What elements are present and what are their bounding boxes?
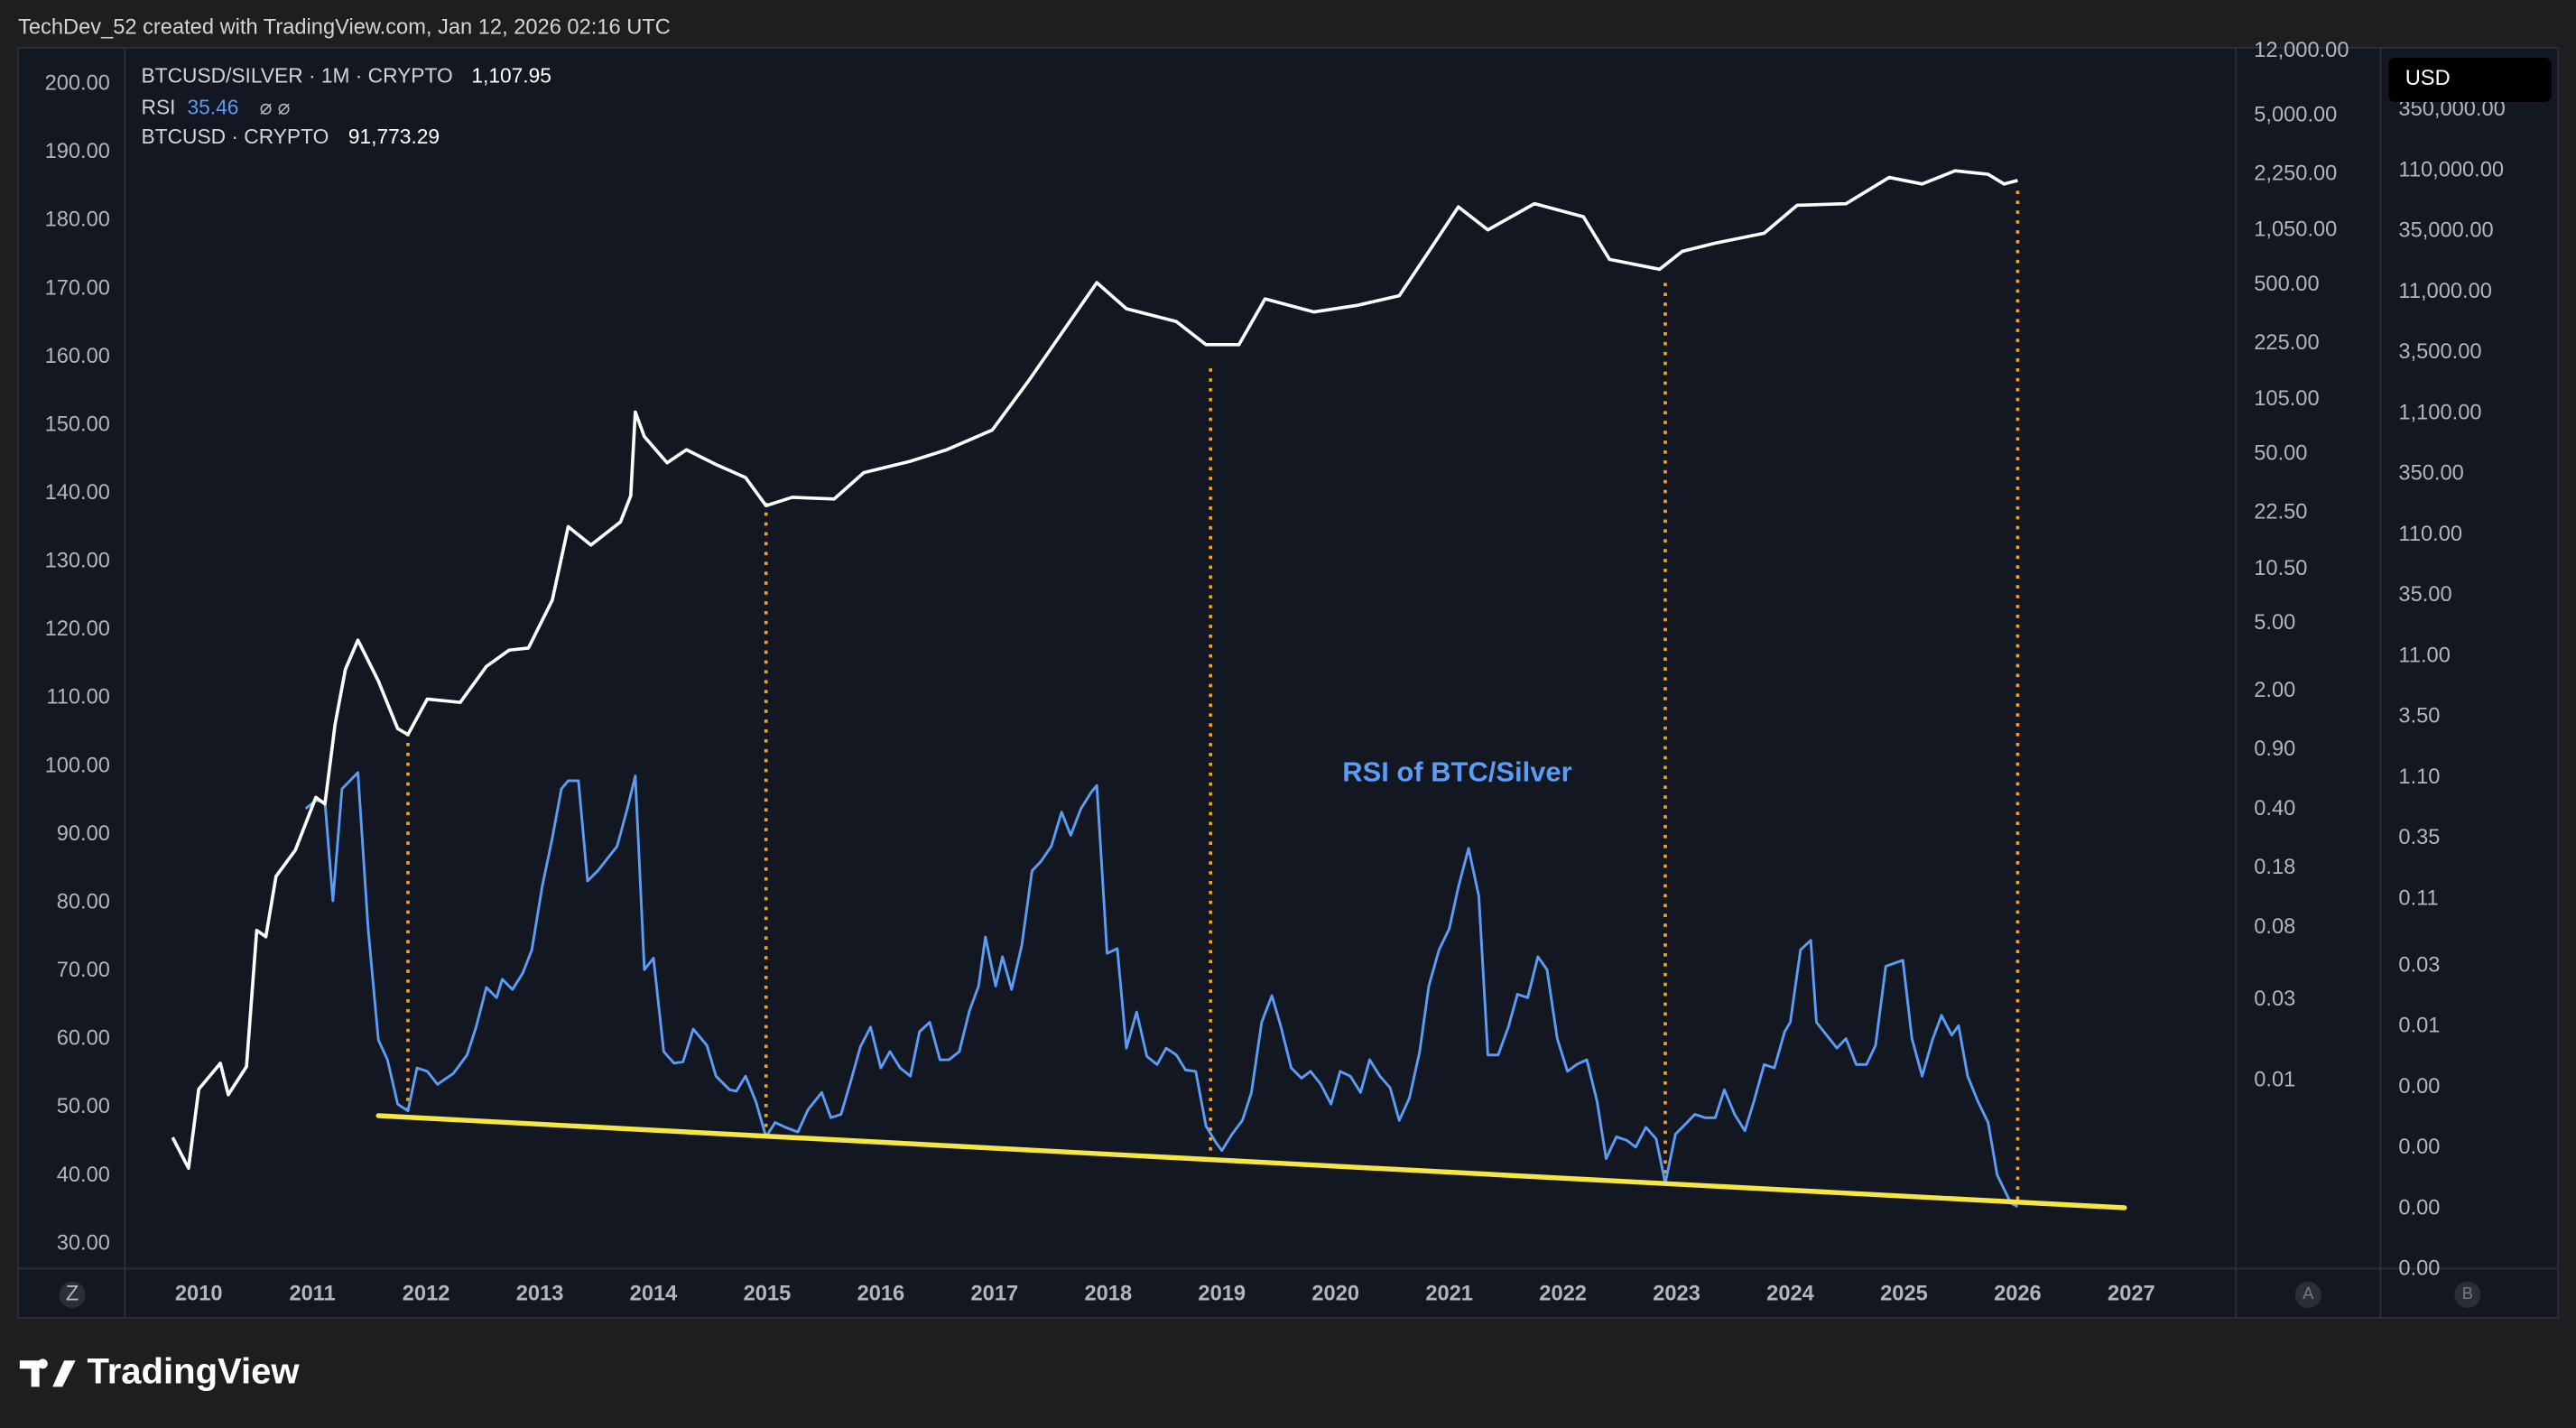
y2-tick-label: 0.00 — [2398, 1075, 2440, 1099]
y3-tick-label: 0.01 — [2254, 1069, 2295, 1092]
axis-button[interactable] — [59, 1281, 86, 1308]
y3-tick-label: 10.50 — [2254, 557, 2307, 580]
axis-button-label[interactable]: Z — [66, 1283, 79, 1306]
y-tick-label: 100.00 — [45, 754, 110, 777]
y3-tick-label: 0.18 — [2254, 856, 2295, 879]
y2-tick-label: 0.03 — [2398, 953, 2440, 977]
y-tick-label: 60.00 — [57, 1027, 110, 1051]
credit: TechDev_52 created with TradingView.com,… — [18, 15, 671, 39]
y-tick-label: 50.00 — [57, 1095, 110, 1118]
x-tick-label: 2019 — [1198, 1283, 1246, 1306]
x-tick-label: 2016 — [857, 1283, 905, 1306]
y-tick-label: 180.00 — [45, 209, 110, 232]
trend-line — [375, 1113, 2127, 1210]
y2-tick-label: 35,000.00 — [2398, 218, 2493, 242]
y3-tick-label: 225.00 — [2254, 331, 2319, 355]
y3-tick-label: 50.00 — [2254, 442, 2307, 466]
legend-indicator: RSI — [142, 95, 176, 118]
currency-button-label[interactable]: USD — [2405, 67, 2451, 90]
axis-button[interactable] — [2454, 1281, 2481, 1308]
chart-panel — [17, 47, 2559, 1319]
y2-tick-label: 3.50 — [2398, 704, 2440, 728]
y-tick-label: 80.00 — [57, 890, 110, 913]
brand-logo — [19, 1358, 76, 1387]
brand: TradingView — [19, 1351, 300, 1391]
y2-tick-label: 0.00 — [2398, 1196, 2440, 1219]
x-tick-label: 2020 — [1311, 1283, 1359, 1306]
y-tick-label: 130.00 — [45, 550, 110, 573]
x-tick-label: 2027 — [2108, 1283, 2155, 1306]
x-tick-label: 2011 — [289, 1283, 335, 1306]
y-tick-label: 200.00 — [45, 72, 110, 96]
y-tick-label: 160.00 — [45, 345, 110, 368]
y-tick-label: 30.00 — [57, 1231, 110, 1255]
legend-indicator-value: 35.46 — [187, 95, 238, 118]
axis-button[interactable] — [2294, 1281, 2321, 1308]
y2-tick-label: 11,000.00 — [2398, 280, 2491, 303]
y2-tick-label: 1,100.00 — [2398, 401, 2481, 424]
series-line — [171, 169, 2018, 1171]
y-tick-label: 110.00 — [46, 686, 110, 709]
y2-tick-label: 3,500.00 — [2398, 340, 2481, 364]
axis-button-label[interactable]: A — [2303, 1284, 2314, 1303]
x-tick-label: 2013 — [516, 1283, 564, 1306]
x-tick-label: 2010 — [175, 1283, 223, 1306]
y3-tick-label: 0.40 — [2254, 797, 2295, 821]
y3-tick-label: 0.03 — [2254, 988, 2295, 1011]
series-line — [304, 771, 2019, 1209]
y2-tick-label: 110,000.00 — [2398, 158, 2504, 181]
y3-tick-label: 500.00 — [2254, 273, 2319, 296]
y3-tick-label: 1,050.00 — [2254, 218, 2337, 242]
x-tick-label: 2024 — [1766, 1283, 1814, 1306]
y-tick-label: 70.00 — [57, 959, 110, 982]
x-tick-label: 2026 — [1994, 1283, 2042, 1306]
annotation: RSI of BTC/Silver — [1342, 756, 1571, 788]
y-tick-label: 40.00 — [57, 1164, 110, 1187]
y-tick-label: 120.00 — [45, 617, 110, 641]
y2-tick-label: 35.00 — [2398, 583, 2451, 607]
y3-tick-label: 12,000.00 — [2254, 39, 2349, 62]
currency-button[interactable] — [2388, 57, 2552, 102]
legend-overlay-value: 91,773.29 — [348, 125, 440, 148]
x-tick-label: 2023 — [1653, 1283, 1700, 1306]
y2-tick-label: 11.00 — [2398, 644, 2450, 667]
y3-tick-label: 0.08 — [2254, 915, 2295, 939]
brand-name: TradingView — [87, 1351, 300, 1391]
x-tick-label: 2025 — [1880, 1283, 1928, 1306]
y3-tick-label: 105.00 — [2254, 387, 2319, 411]
x-tick-label: 2014 — [630, 1283, 678, 1306]
x-tick-label: 2022 — [1539, 1283, 1587, 1306]
x-tick-label: 2015 — [744, 1283, 792, 1306]
legend-flags: ⌀ ⌀ — [260, 95, 291, 118]
y3-tick-label: 5.00 — [2254, 611, 2295, 635]
x-tick-label: 2012 — [403, 1283, 450, 1306]
y2-tick-label: 350.00 — [2398, 461, 2463, 485]
y-tick-label: 170.00 — [45, 276, 110, 300]
y-tick-label: 150.00 — [45, 413, 110, 436]
x-tick-label: 2021 — [1425, 1283, 1473, 1306]
y-tick-label: 140.00 — [45, 481, 110, 505]
y-tick-label: 90.00 — [57, 822, 110, 846]
y2-tick-label: 0.00 — [2398, 1136, 2440, 1159]
y3-tick-label: 22.50 — [2254, 501, 2307, 524]
legend-symbol: BTCUSD/SILVER · 1M · CRYPTO — [142, 64, 453, 88]
x-tick-label: 2018 — [1084, 1283, 1132, 1306]
y2-tick-label: 110.00 — [2398, 523, 2462, 546]
y3-tick-label: 5,000.00 — [2254, 103, 2337, 126]
y-tick-label: 190.00 — [45, 140, 110, 163]
y2-tick-label: 1.10 — [2398, 765, 2440, 789]
y3-tick-label: 0.90 — [2254, 737, 2295, 761]
y2-tick-label: 0.00 — [2398, 1257, 2440, 1281]
y2-tick-label: 0.35 — [2398, 826, 2440, 849]
legend-overlay: BTCUSD · CRYPTO — [142, 125, 329, 148]
legend-symbol-value: 1,107.95 — [471, 64, 551, 88]
y3-tick-label: 2,250.00 — [2254, 162, 2337, 185]
y2-tick-label: 0.11 — [2398, 886, 2438, 910]
y2-tick-label: 0.01 — [2398, 1015, 2440, 1038]
axis-button-label[interactable]: B — [2462, 1284, 2473, 1303]
x-tick-label: 2017 — [971, 1283, 1019, 1306]
y3-tick-label: 2.00 — [2254, 679, 2295, 702]
